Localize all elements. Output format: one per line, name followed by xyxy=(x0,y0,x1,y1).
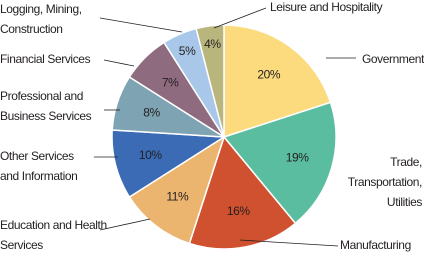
category-label: Other Services and Information xyxy=(0,149,77,183)
category-label: Logging, Mining, Construction xyxy=(0,2,82,36)
category-label: Leisure and Hospitality xyxy=(270,0,383,14)
category-label-line: Government xyxy=(362,52,424,66)
category-label-line: Construction xyxy=(0,22,63,36)
pie-slice xyxy=(222,101,337,225)
leader-line xyxy=(239,239,339,247)
value-label: 7% xyxy=(162,75,179,89)
pie-slice xyxy=(188,135,297,250)
leader-line xyxy=(103,59,135,67)
leader-line xyxy=(99,218,151,231)
category-label: Trade, Transportation, Utilities xyxy=(348,155,423,209)
category-label: Financial Services xyxy=(0,52,91,66)
value-label: 4% xyxy=(204,37,221,51)
pie-slice xyxy=(128,135,226,245)
category-label-line: Services xyxy=(0,238,43,252)
value-label: 16% xyxy=(227,204,251,218)
category-label: Professional and Business Services xyxy=(0,89,92,123)
category-label-line: Leisure and Hospitality xyxy=(270,0,383,14)
category-label-line: Financial Services xyxy=(0,52,91,66)
category-label-line: Education and Health xyxy=(0,218,107,232)
value-label: 10% xyxy=(139,148,163,162)
leader-line xyxy=(99,17,183,33)
category-label-line: Trade, xyxy=(390,155,422,169)
category-label-line: Manufacturing xyxy=(340,238,411,252)
category-label-line: Business Services xyxy=(0,109,92,123)
category-label-line: Logging, Mining, xyxy=(0,2,82,16)
slices xyxy=(111,24,337,250)
pie-slice xyxy=(223,24,332,139)
value-label: 20% xyxy=(257,68,281,82)
leader-lines xyxy=(94,7,356,247)
category-label-line: Transportation, xyxy=(348,175,422,189)
pie-slice xyxy=(195,24,225,138)
category-label: Government xyxy=(362,52,424,66)
category-label-line: Utilities xyxy=(387,195,422,209)
value-label: 19% xyxy=(286,150,310,164)
category-label: Education and Health Services xyxy=(0,218,107,252)
category-label-line: Other Services xyxy=(0,149,74,163)
value-label: 5% xyxy=(179,44,196,58)
category-label-line: and Information xyxy=(0,169,77,183)
category-label: Manufacturing xyxy=(340,238,411,252)
leader-line xyxy=(213,7,267,29)
value-label: 8% xyxy=(143,106,160,120)
value-label: 11% xyxy=(166,189,189,203)
category-label-line: Professional and xyxy=(0,89,83,103)
